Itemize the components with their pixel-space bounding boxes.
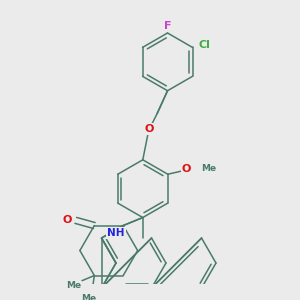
Text: NH: NH [107,228,125,238]
Text: Me: Me [201,164,216,172]
Text: O: O [144,124,154,134]
Text: Me: Me [82,294,97,300]
Text: Cl: Cl [199,40,211,50]
Text: F: F [164,21,171,31]
Text: O: O [182,164,191,174]
Text: O: O [63,215,72,225]
Text: Me: Me [66,281,81,290]
